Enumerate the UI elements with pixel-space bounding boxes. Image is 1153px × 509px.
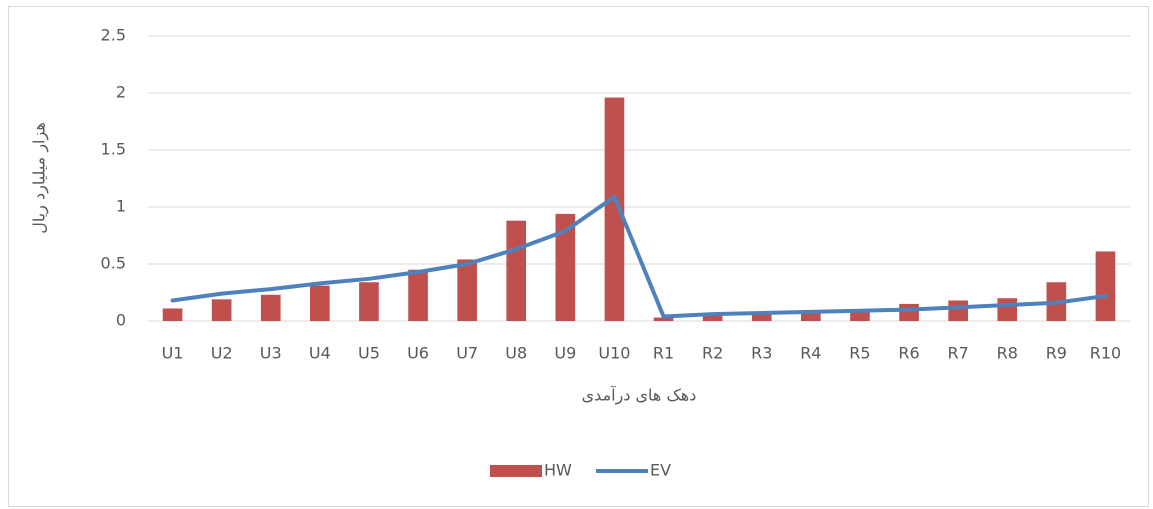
x-tick-label: R3 [751,344,772,363]
x-tick-label: U3 [260,344,282,363]
x-tick-label: R9 [1046,344,1067,363]
bar [359,282,379,321]
bar [653,317,674,321]
bar [506,220,527,321]
y-tick-label: 0.5 [101,254,126,273]
legend-label: EV [650,461,671,480]
x-tick-label: U4 [309,344,331,363]
chart-border [8,6,1149,507]
x-tick-label: U2 [211,344,233,363]
x-tick-label: R2 [702,344,723,363]
legend-label: HW [544,461,572,480]
bar [555,213,576,321]
legend-swatch [490,465,542,477]
bar [604,97,625,321]
y-tick-label: 1.5 [101,140,126,159]
x-tick-label: R8 [997,344,1018,363]
y-axis-label: هزار میلیارد ریال [30,122,50,234]
bar [408,269,428,321]
line [170,194,1108,319]
x-tick-label: U1 [162,344,184,363]
bar [1095,251,1116,321]
x-tick-label: U6 [407,344,429,363]
bar [997,298,1018,321]
bar [801,311,821,321]
x-tick-label: R4 [800,344,821,363]
bar [211,299,232,321]
bar [310,285,330,321]
x-tick-label: U8 [505,344,527,363]
x-tick-label: R7 [948,344,969,363]
bar [948,300,968,321]
y-tick-label: 0 [116,311,126,330]
x-tick-label: R1 [653,344,674,363]
x-tick-label: U10 [598,344,630,363]
y-tick-label: 2.5 [101,26,126,45]
bar [702,314,723,321]
bar [850,310,870,321]
x-tick-label: U5 [358,344,380,363]
y-tick-label: 1 [116,197,126,216]
x-tick-label: R6 [898,344,919,363]
x-tick-label: U7 [456,344,478,363]
x-axis-label: دهک های درآمدی [582,386,697,406]
bar [260,294,281,321]
bar [751,313,772,321]
x-tick-label: U9 [554,344,576,363]
y-tick-label: 2 [116,83,126,102]
bar [162,308,183,321]
bar [899,303,919,321]
bar [457,259,477,321]
x-tick-label: R5 [849,344,870,363]
x-tick-label: R10 [1090,344,1121,363]
